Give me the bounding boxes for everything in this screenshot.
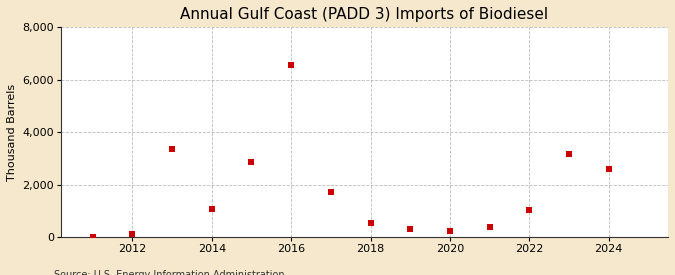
Point — [246, 160, 257, 164]
Point — [207, 207, 217, 211]
Point — [127, 232, 138, 236]
Point — [167, 146, 178, 151]
Point — [603, 167, 614, 171]
Point — [325, 190, 336, 194]
Point — [524, 207, 535, 212]
Point — [484, 225, 495, 230]
Point — [365, 221, 376, 226]
Text: Source: U.S. Energy Information Administration: Source: U.S. Energy Information Administ… — [54, 271, 285, 275]
Point — [87, 234, 98, 239]
Point — [564, 152, 574, 156]
Point — [286, 63, 296, 67]
Point — [444, 229, 455, 233]
Title: Annual Gulf Coast (PADD 3) Imports of Biodiesel: Annual Gulf Coast (PADD 3) Imports of Bi… — [180, 7, 549, 22]
Point — [405, 227, 416, 231]
Y-axis label: Thousand Barrels: Thousand Barrels — [7, 84, 17, 181]
